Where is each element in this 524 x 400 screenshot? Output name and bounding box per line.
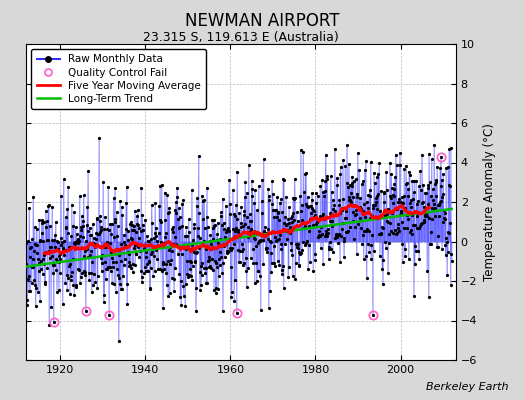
Text: Berkeley Earth: Berkeley Earth bbox=[426, 382, 508, 392]
Text: NEWMAN AIRPORT: NEWMAN AIRPORT bbox=[185, 12, 339, 30]
Y-axis label: Temperature Anomaly (°C): Temperature Anomaly (°C) bbox=[483, 123, 496, 281]
Title: 23.315 S, 119.613 E (Australia): 23.315 S, 119.613 E (Australia) bbox=[143, 31, 339, 44]
Legend: Raw Monthly Data, Quality Control Fail, Five Year Moving Average, Long-Term Tren: Raw Monthly Data, Quality Control Fail, … bbox=[31, 49, 206, 109]
